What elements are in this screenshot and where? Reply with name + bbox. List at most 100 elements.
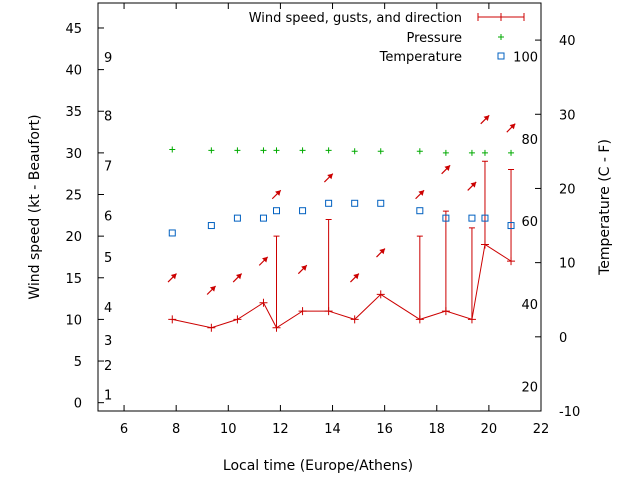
legend-label-temperature: Temperature <box>379 50 462 65</box>
axes: 6 8 10 12 14 16 18 20 22051015202530354045-10010… <box>65 3 580 437</box>
y-tick-label: 45 <box>65 22 82 37</box>
beaufort-label: 1 <box>104 388 112 403</box>
wind-point <box>376 290 385 299</box>
wind-speed-line <box>172 243 512 329</box>
wind-direction-arrowhead <box>379 248 385 255</box>
fahrenheit-label: 60 <box>521 215 538 230</box>
pressure-point <box>416 148 423 155</box>
x-tick-label: 8 <box>172 422 180 437</box>
gust-bar <box>273 235 280 328</box>
beaufort-label: 8 <box>104 109 112 124</box>
temperature-point <box>468 214 476 222</box>
temperature-point <box>351 199 359 207</box>
temperature-point <box>416 207 424 215</box>
pressure-point <box>234 147 241 154</box>
y-tick-label: 20 <box>65 230 82 245</box>
y-tick-label: 15 <box>65 272 82 287</box>
x-tick-label: 14 <box>324 422 341 437</box>
x-tick-label: 16 <box>376 422 393 437</box>
y2-tick-label: -10 <box>559 405 580 420</box>
pressure-point <box>351 148 358 155</box>
pressure-point <box>325 147 332 154</box>
wind-point <box>259 298 268 307</box>
beaufort-label: 7 <box>104 159 112 174</box>
wind-direction-arrowhead <box>236 273 242 280</box>
wind-direction-arrowhead <box>301 265 307 271</box>
series-layer <box>167 114 516 332</box>
wind-direction-arrowhead <box>483 115 490 121</box>
wind-direction-arrowhead <box>444 165 451 171</box>
wind-direction-arrowhead <box>262 256 268 263</box>
fahrenheit-label: 40 <box>521 298 538 313</box>
gust-bar <box>468 227 475 320</box>
gust-bar <box>325 218 332 312</box>
x-tick-label: 12 <box>272 422 289 437</box>
y2-tick-label: 20 <box>559 182 576 197</box>
x-tick-label: 18 <box>428 422 445 437</box>
temperature-point <box>207 222 215 230</box>
pressure-point <box>481 149 488 156</box>
y-tick-label: 40 <box>65 64 82 79</box>
wind-direction-arrowhead <box>275 190 281 196</box>
y-tick-label: 10 <box>65 313 82 328</box>
pressure-point <box>169 146 176 153</box>
y2-tick-label: 30 <box>559 108 576 123</box>
wind-point <box>233 315 242 324</box>
wind-direction-arrowhead <box>470 181 477 188</box>
wind-direction-arrowhead <box>418 190 425 196</box>
gust-bar <box>442 210 449 312</box>
fahrenheit-label: 100 <box>513 50 538 65</box>
x-axis-label: Local time (Europe/Athens) <box>223 458 413 474</box>
temperature-point <box>507 222 515 230</box>
temperature-point <box>168 229 176 237</box>
pressure-point <box>260 147 267 154</box>
temperature-point <box>325 199 333 207</box>
legend-label-pressure: Pressure <box>406 31 462 46</box>
legend-swatch-temperature <box>497 52 505 60</box>
fahrenheit-label: 20 <box>521 381 538 396</box>
gust-bar <box>508 169 515 262</box>
wind-point <box>350 315 359 324</box>
x-tick-label: 22 <box>533 422 550 437</box>
pressure-point <box>468 149 475 156</box>
temperature-point <box>481 214 489 222</box>
y-tick-label: 5 <box>74 355 82 370</box>
legend-label-wind: Wind speed, gusts, and direction <box>249 11 462 26</box>
beaufort-label: 2 <box>104 359 112 374</box>
beaufort-label: 4 <box>104 301 112 316</box>
gust-bar <box>416 235 423 320</box>
y-tick-label: 30 <box>65 147 82 162</box>
wind-direction-arrowhead <box>353 273 359 280</box>
beaufort-label: 9 <box>104 51 112 66</box>
beaufort-label: 3 <box>104 334 112 349</box>
y-tick-label: 35 <box>65 105 82 120</box>
wind-point <box>168 315 177 324</box>
pressure-point <box>377 148 384 155</box>
legend: Wind speed, gusts, and direction Pressure… <box>249 11 525 65</box>
pressure-point <box>273 147 280 154</box>
wind-direction-arrowhead <box>509 123 516 130</box>
gust-bar <box>481 160 488 245</box>
pressure-point <box>442 149 449 156</box>
y2-axis-label: Temperature (C - F) <box>597 139 613 276</box>
temperature-point <box>442 214 450 222</box>
y-axis-label: Wind speed (kt - Beaufort) <box>27 114 43 299</box>
legend-swatch-wind <box>477 13 525 21</box>
wind-point <box>298 307 307 316</box>
pressure-point <box>508 149 515 156</box>
pressure-point <box>299 147 306 154</box>
fahrenheit-label: 80 <box>521 133 538 148</box>
temperature-point <box>233 214 241 222</box>
legend-swatch-pressure <box>498 34 504 40</box>
y2-tick-label: 10 <box>559 257 576 272</box>
x-tick-label: 10 <box>220 422 237 437</box>
temperature-point <box>273 207 281 215</box>
pressure-point <box>208 147 215 154</box>
y2-tick-label: 0 <box>559 331 567 346</box>
wind-direction-arrowhead <box>170 273 177 280</box>
y-tick-label: 0 <box>74 397 82 412</box>
y2-tick-label: 40 <box>559 34 576 49</box>
plot-frame <box>97 2 542 412</box>
temperature-point <box>299 207 307 215</box>
